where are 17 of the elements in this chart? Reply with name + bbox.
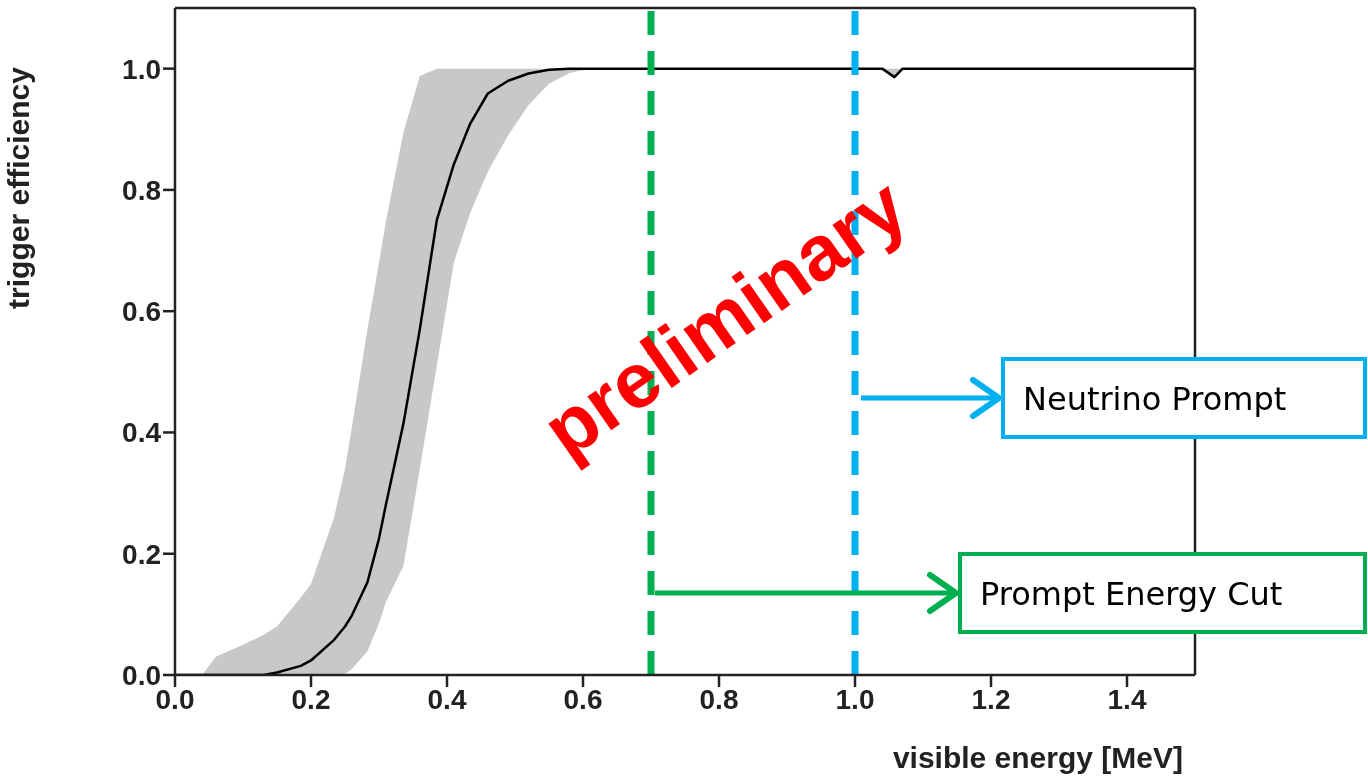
- y-tick-label: 1.0: [122, 53, 161, 85]
- x-tick-label: 1.0: [835, 683, 875, 715]
- ref-line-label: Prompt Energy Cut: [980, 575, 1283, 613]
- ref-line-label: Neutrino Prompt: [1023, 380, 1287, 418]
- x-tick-label: 0.6: [563, 683, 603, 715]
- x-tick-label: 1.4: [1107, 683, 1147, 715]
- y-tick-label: 0.6: [122, 296, 161, 328]
- x-axis-title: visible energy [MeV]: [892, 741, 1183, 774]
- x-tick-label: 0.2: [291, 683, 331, 715]
- y-tick-label: 0.2: [122, 538, 161, 570]
- y-tick-label: 0.4: [122, 417, 162, 449]
- x-tick-label: 1.2: [971, 683, 1011, 715]
- y-tick-label: 0.8: [122, 174, 161, 206]
- y-tick-label: 0.0: [122, 659, 161, 691]
- x-tick-label: 0.8: [699, 683, 739, 715]
- x-tick-label: 0.4: [427, 683, 467, 715]
- y-axis-title: trigger efficiency: [2, 66, 36, 309]
